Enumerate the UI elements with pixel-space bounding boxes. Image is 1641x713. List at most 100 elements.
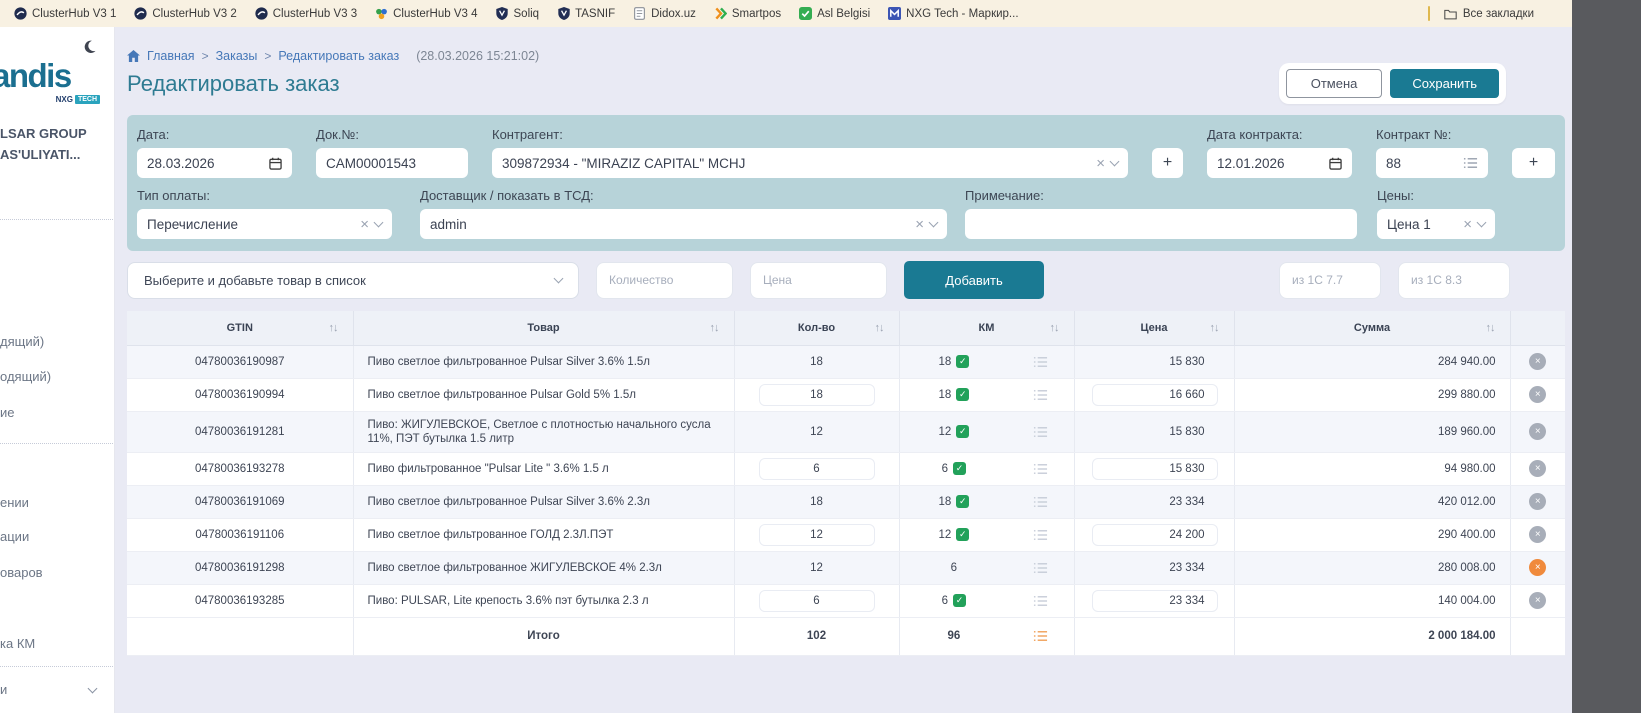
delete-row-button[interactable]: × bbox=[1529, 526, 1547, 543]
clear-icon[interactable]: × bbox=[1463, 215, 1472, 233]
bookmark-item[interactable]: ClusterHub V3 1 bbox=[6, 5, 124, 23]
sidebar-item-2[interactable]: одящий) bbox=[0, 369, 52, 384]
from-1c83-input[interactable]: из 1С 8.3 bbox=[1398, 261, 1510, 299]
price-value[interactable]: 16 660 bbox=[1091, 383, 1218, 406]
bookmark-item[interactable]: NXG Tech - Маркир... bbox=[880, 5, 1026, 23]
chevron-down-icon[interactable] bbox=[1109, 156, 1120, 166]
save-button[interactable]: Сохранить bbox=[1390, 69, 1499, 98]
all-bookmarks-button[interactable]: Все закладки bbox=[1444, 7, 1534, 21]
clear-icon[interactable]: × bbox=[915, 215, 924, 233]
breadcrumb-home[interactable]: Главная bbox=[147, 49, 195, 63]
col-km[interactable]: КМ ↑↓ bbox=[899, 311, 1075, 346]
price-value[interactable]: 23 334 bbox=[1169, 561, 1205, 574]
col-price[interactable]: Цена ↑↓ bbox=[1074, 311, 1235, 346]
cancel-button[interactable]: Отмена bbox=[1285, 69, 1383, 98]
sidebar-item-1[interactable]: дящий) bbox=[0, 334, 45, 349]
sidebar-item-7[interactable]: ка КМ bbox=[0, 636, 36, 651]
sort-icon[interactable]: ↑↓ bbox=[1049, 321, 1060, 334]
from-1c77-input[interactable]: из 1С 7.7 bbox=[1279, 261, 1381, 299]
price-value[interactable]: 15 830 bbox=[1169, 355, 1205, 368]
sort-icon[interactable]: ↑↓ bbox=[874, 321, 885, 334]
clear-icon[interactable]: × bbox=[360, 215, 369, 233]
delete-row-button[interactable]: × bbox=[1529, 493, 1547, 510]
contract-date-input[interactable]: 12.01.2026 bbox=[1207, 148, 1352, 178]
qty-value[interactable]: 6 bbox=[758, 589, 875, 612]
calendar-icon[interactable] bbox=[269, 157, 282, 170]
sidebar-item-6[interactable]: оваров bbox=[0, 565, 43, 580]
breadcrumb-orders[interactable]: Заказы bbox=[215, 49, 258, 63]
km-list-icon[interactable] bbox=[1008, 463, 1073, 475]
km-list-icon[interactable] bbox=[1008, 496, 1073, 508]
courier-select[interactable]: admin × bbox=[420, 209, 947, 239]
qty-value[interactable]: 18 bbox=[810, 355, 823, 368]
col-qty[interactable]: Кол-во ↑↓ bbox=[734, 311, 900, 346]
km-list-icon[interactable] bbox=[1008, 529, 1073, 541]
bookmark-item[interactable]: Smartpos bbox=[706, 5, 789, 23]
delete-row-button[interactable]: × bbox=[1529, 592, 1547, 609]
sidebar-item-3[interactable]: ие bbox=[0, 405, 15, 420]
qty-value[interactable]: 18 bbox=[758, 383, 875, 406]
col-gtin[interactable]: GTIN ↑↓ bbox=[127, 311, 354, 346]
bookmark-item[interactable]: ClusterHub V3 2 bbox=[126, 5, 244, 23]
dark-mode-toggle[interactable] bbox=[82, 39, 98, 55]
contract-no-input[interactable]: 88 bbox=[1376, 148, 1488, 178]
sort-icon[interactable]: ↑↓ bbox=[328, 321, 339, 334]
qty-value[interactable]: 12 bbox=[758, 523, 875, 546]
price-value[interactable]: 24 200 bbox=[1091, 523, 1218, 546]
delete-row-button[interactable]: × bbox=[1529, 386, 1547, 403]
sort-icon[interactable]: ↑↓ bbox=[709, 321, 720, 334]
chevron-down-icon[interactable] bbox=[373, 217, 384, 227]
bookmark-item[interactable]: Didox.uz bbox=[625, 5, 704, 23]
bookmark-item[interactable]: ClusterHub V3 4 bbox=[367, 5, 485, 23]
bookmark-item[interactable]: ClusterHub V3 3 bbox=[247, 5, 365, 23]
add-contractor-button[interactable]: + bbox=[1152, 148, 1183, 178]
price-value[interactable]: 15 830 bbox=[1169, 425, 1205, 438]
sort-icon[interactable]: ↑↓ bbox=[1209, 321, 1220, 334]
price-value[interactable]: 23 334 bbox=[1169, 495, 1205, 508]
clear-icon[interactable]: × bbox=[1096, 154, 1105, 172]
delete-row-button[interactable]: × bbox=[1529, 460, 1547, 477]
contractor-select[interactable]: 309872934 - "MIRAZIZ CAPITAL" MCHJ × bbox=[492, 148, 1128, 178]
add-contract-button[interactable]: + bbox=[1512, 148, 1555, 178]
product-select[interactable]: Выберите и добавьте товар в список bbox=[127, 261, 579, 299]
payment-type-select[interactable]: Перечисление × bbox=[137, 209, 392, 239]
chevron-down-icon[interactable] bbox=[1476, 217, 1487, 227]
km-list-icon[interactable] bbox=[1008, 630, 1073, 642]
delete-row-button[interactable]: × bbox=[1529, 423, 1547, 440]
col-product[interactable]: Товар ↑↓ bbox=[353, 311, 735, 346]
qty-value[interactable]: 18 bbox=[810, 495, 823, 508]
km-list-icon[interactable] bbox=[1008, 356, 1073, 368]
price-input[interactable]: Цена bbox=[750, 261, 887, 299]
list-icon[interactable] bbox=[1463, 157, 1478, 169]
km-list-icon[interactable] bbox=[1008, 426, 1073, 438]
bookmark-item[interactable]: Soliq bbox=[488, 5, 548, 23]
bookmark-item[interactable]: Asl Belgisi bbox=[791, 5, 878, 23]
prices-select[interactable]: Цена 1 × bbox=[1377, 209, 1495, 239]
home-icon[interactable] bbox=[127, 50, 140, 62]
add-button[interactable]: Добавить bbox=[904, 261, 1044, 299]
col-sum[interactable]: Сумма ↑↓ bbox=[1234, 311, 1511, 346]
delete-row-button[interactable]: × bbox=[1529, 353, 1547, 370]
qty-value[interactable]: 6 bbox=[758, 457, 875, 480]
doc-no-input[interactable]: CAM00001543 bbox=[316, 148, 468, 178]
note-input[interactable] bbox=[965, 209, 1357, 239]
sidebar-item-4[interactable]: ении bbox=[0, 495, 29, 510]
date-input[interactable]: 28.03.2026 bbox=[137, 148, 292, 178]
km-list-icon[interactable] bbox=[1008, 389, 1073, 401]
price-value[interactable]: 23 334 bbox=[1091, 589, 1218, 612]
sidebar-item-5[interactable]: ации bbox=[0, 529, 30, 544]
qty-value[interactable]: 12 bbox=[810, 561, 823, 574]
price-value[interactable]: 15 830 bbox=[1091, 457, 1218, 480]
delete-row-button[interactable]: × bbox=[1529, 559, 1547, 576]
km-list-icon[interactable] bbox=[1008, 562, 1073, 574]
chevron-down-icon[interactable] bbox=[928, 217, 939, 227]
breadcrumb-current[interactable]: Редактировать заказ bbox=[278, 49, 400, 63]
sort-icon[interactable]: ↑↓ bbox=[1485, 321, 1496, 334]
quantity-input[interactable]: Количество bbox=[596, 261, 733, 299]
sidebar-item-8[interactable]: и bbox=[0, 682, 8, 697]
calendar-icon[interactable] bbox=[1329, 157, 1342, 170]
qty-value[interactable]: 12 bbox=[810, 425, 823, 438]
chevron-down-icon[interactable] bbox=[553, 273, 564, 283]
chevron-down-icon[interactable] bbox=[87, 683, 98, 694]
km-list-icon[interactable] bbox=[1008, 595, 1073, 607]
